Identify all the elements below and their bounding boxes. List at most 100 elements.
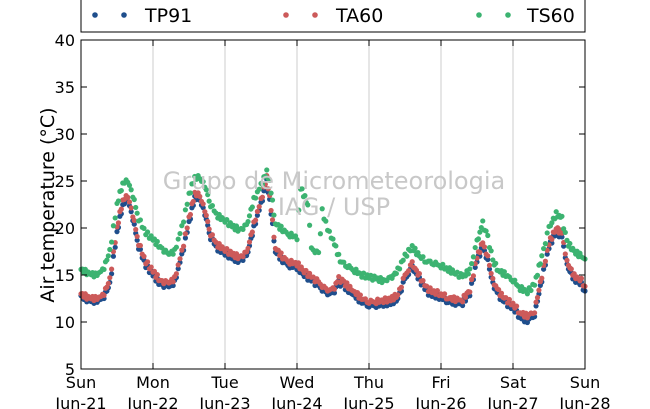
legend-label: TS60 [526,5,575,27]
data-point [544,251,550,257]
legend-entry-ta60: TA60 [283,5,383,27]
data-point [177,256,183,262]
data-point [493,260,499,266]
data-point [469,261,475,267]
data-point [564,257,570,263]
data-point [344,280,350,286]
data-point [137,217,143,223]
data-point [246,239,253,245]
data-point [133,226,139,233]
data-point [409,259,415,265]
data-point [330,236,336,242]
data-point [512,277,518,283]
data-point [179,247,185,253]
data-point [485,256,491,263]
data-point [299,186,305,192]
data-point [406,268,412,274]
data-point [319,206,325,212]
data-point [128,187,134,193]
data-point [115,198,122,204]
data-point [524,291,531,297]
data-point [246,213,253,219]
data-point [206,198,212,204]
data-point [118,187,124,194]
data-point [442,291,448,297]
data-point [561,243,567,249]
data-point [501,269,507,275]
data-point [544,230,550,236]
data-point [562,251,568,257]
data-point [537,261,543,267]
data-point [209,232,215,238]
data-point [541,245,547,252]
data-point [187,190,194,196]
x-tick-label-date: Jun-25 [342,394,394,409]
x-tick-label-day: Mon [136,373,170,392]
data-point [249,229,255,235]
data-point [200,179,206,185]
data-point [271,212,277,218]
data-point [182,231,188,237]
x-tick-label-day: Fri [431,373,450,392]
legend-marker [283,12,289,18]
data-point [105,253,111,259]
data-point [253,217,259,223]
data-point [134,233,140,240]
data-point [488,270,494,277]
data-point [295,260,302,266]
series-ts60 [78,167,588,297]
y-tick-label: 40 [55,31,75,50]
data-point [470,273,476,279]
data-point [253,195,259,201]
data-point [114,229,120,235]
data-point [256,186,262,192]
data-point [533,299,539,305]
data-point [331,290,338,296]
data-point [532,282,538,288]
data-point [472,264,478,271]
data-point [357,292,363,298]
data-point [532,310,538,316]
data-point [578,275,585,281]
data-point [427,285,433,291]
data-point [101,292,107,298]
y-tick-label: 5 [65,360,75,379]
data-point [296,207,302,213]
legend-label: TA60 [335,5,383,27]
data-point [181,219,187,225]
data-point [109,239,115,245]
data-point [240,254,246,260]
data-point [187,211,194,218]
data-point [126,182,133,188]
data-point [131,196,137,203]
data-point [549,220,555,226]
data-point [254,208,260,215]
legend-marker [476,12,482,18]
data-point [496,286,502,293]
data-point [462,294,469,300]
data-point [534,272,541,278]
data-point [278,250,284,256]
data-point [182,207,188,213]
data-point [175,266,181,272]
data-point [190,180,196,187]
data-point [224,245,230,252]
legend-box [80,0,586,33]
data-point [486,262,493,268]
plot-frame [80,39,586,370]
data-point [141,225,147,231]
data-point [109,266,115,272]
data-point [542,258,549,264]
data-point [107,246,113,253]
data-point [393,270,399,277]
data-point [539,253,545,259]
legend-label: TP91 [144,5,192,27]
data-point [472,261,478,267]
y-tick-label: 15 [55,266,75,285]
data-point [264,167,270,173]
data-point [271,234,277,240]
data-point [200,205,206,211]
data-point [245,219,251,225]
data-point [567,240,573,247]
data-point [490,257,496,263]
